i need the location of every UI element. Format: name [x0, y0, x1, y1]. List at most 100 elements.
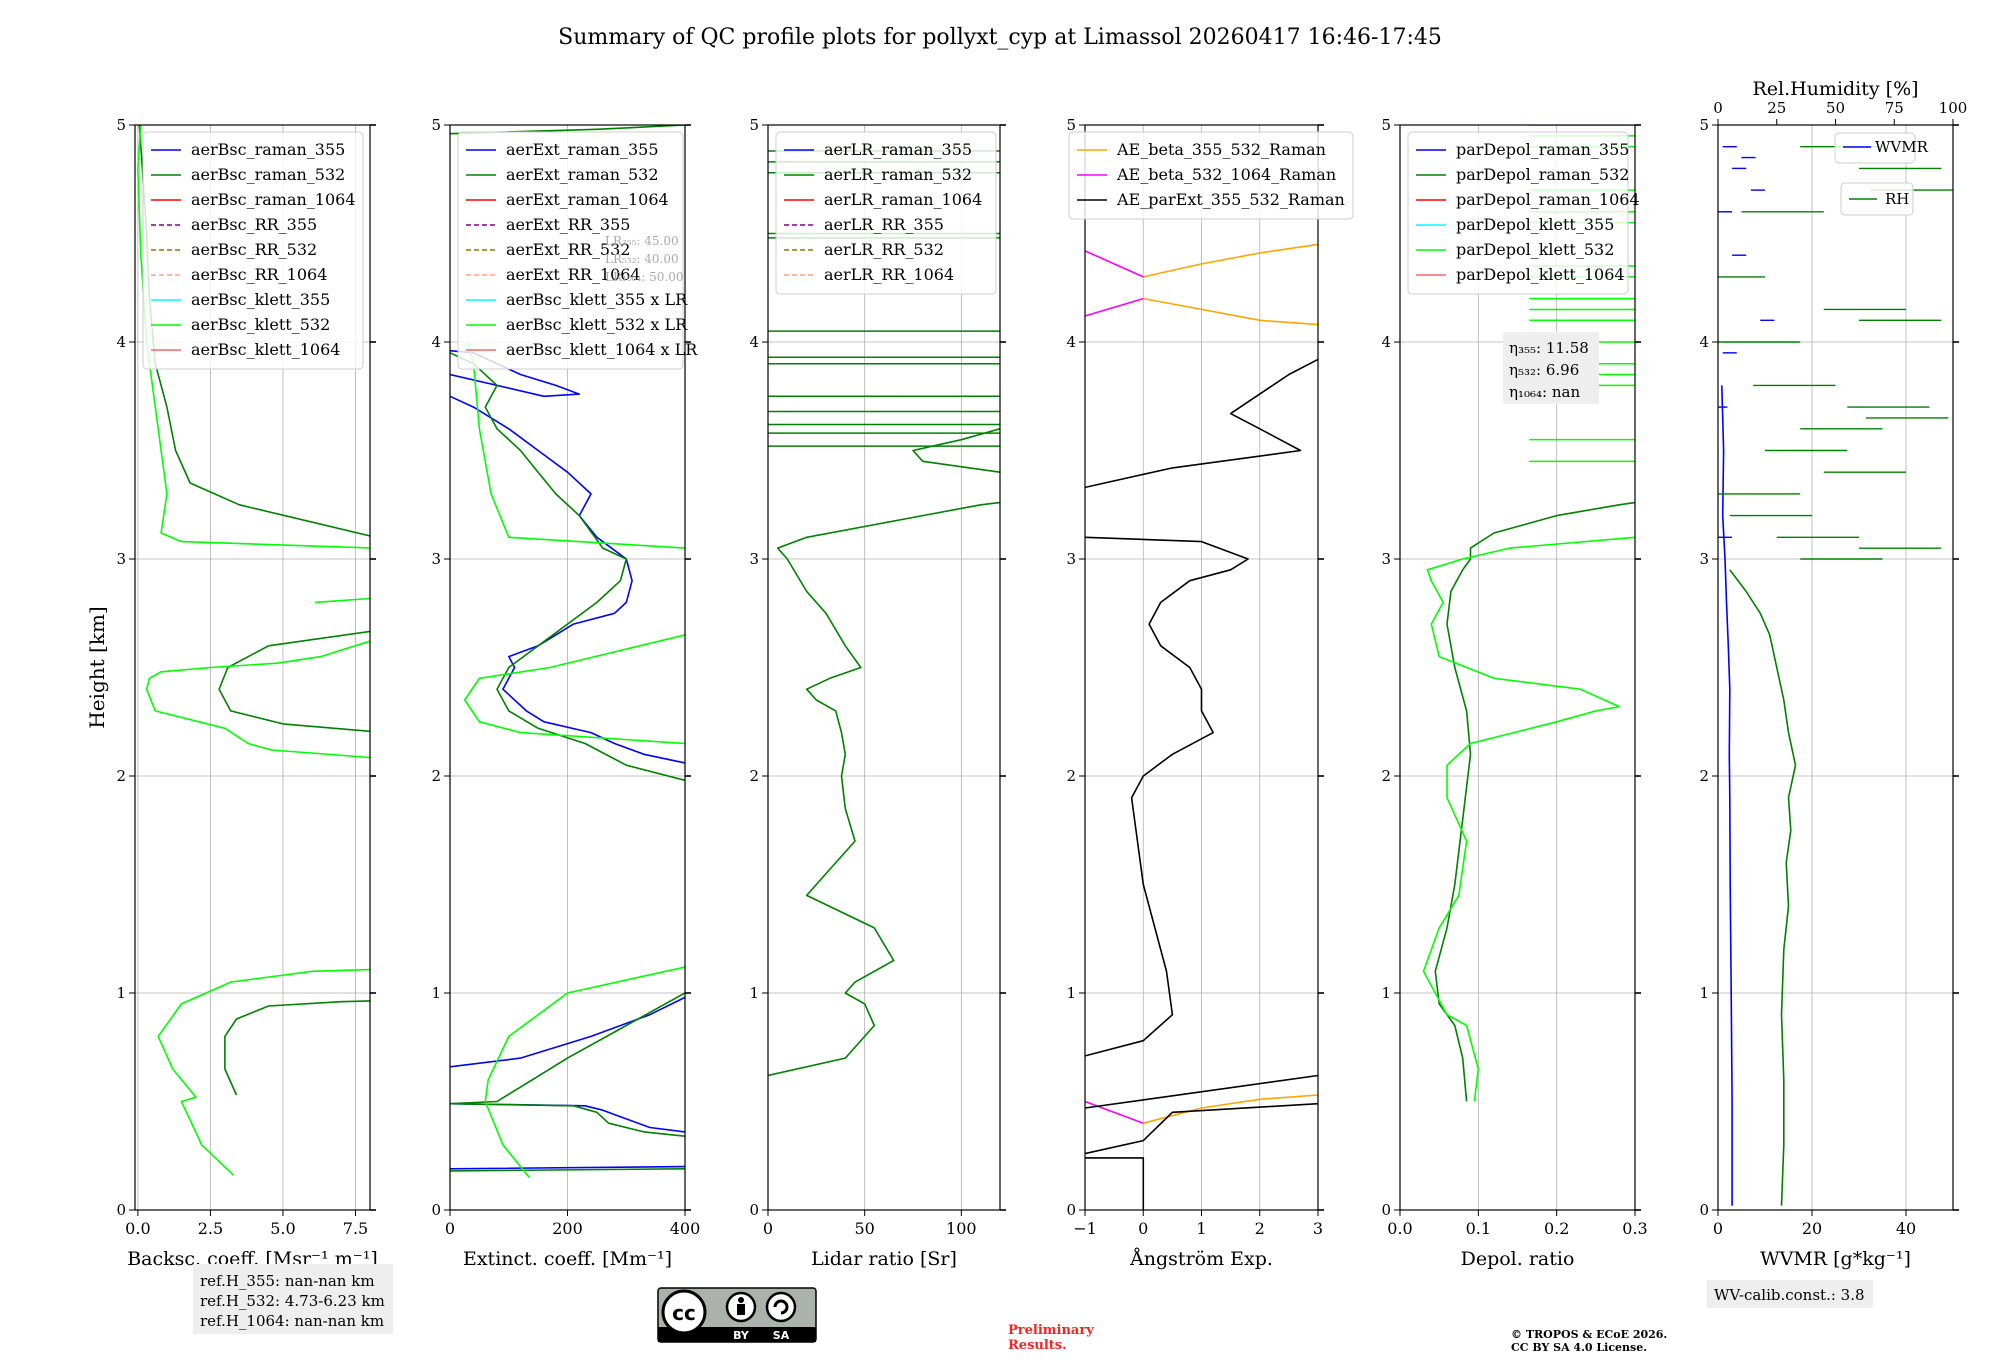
legend-label: aerLR_raman_1064 — [824, 190, 982, 209]
y-tick-label: 2 — [749, 767, 759, 785]
y-tick-label: 5 — [749, 116, 759, 134]
preliminary-line1: Preliminary — [1008, 1323, 1094, 1338]
legend-label: aerBsc_klett_355 — [191, 290, 330, 309]
y-tick-label: 1 — [1381, 984, 1391, 1002]
legend-box — [1834, 132, 1916, 164]
y-tick-label: 3 — [749, 550, 759, 568]
license-by-label: BY — [733, 1329, 750, 1342]
x-tick-label: 0.3 — [1622, 1219, 1647, 1238]
axes-frame — [134, 124, 371, 1211]
legend-label: aerBsc_klett_1064 x LR — [506, 340, 698, 359]
y-tick-label: 2 — [1381, 767, 1391, 785]
ref-height-1064: ref.H_1064: nan-nan km — [200, 1312, 384, 1330]
legend-label: aerLR_raman_532 — [824, 165, 972, 184]
legend-label: aerBsc_RR_1064 — [191, 265, 327, 284]
x-tick-label: 0 — [445, 1219, 455, 1238]
y-tick-label: 1 — [1699, 984, 1709, 1002]
cc-icon — [661, 1289, 707, 1335]
legend-label: aerBsc_klett_532 x LR — [506, 315, 688, 334]
license-sa-label: SA — [773, 1329, 790, 1342]
x-tick-label: 0.1 — [1466, 1219, 1491, 1238]
legend-label: AE_beta_532_1064_Raman — [1116, 165, 1336, 184]
top-x-tick-label: 100 — [1939, 99, 1968, 117]
y-tick-label: 3 — [1381, 550, 1391, 568]
wv-calib-text: WV-calib.const.: 3.8 — [1714, 1286, 1865, 1304]
top-x-tick-label: 0 — [1713, 99, 1723, 117]
legend-label: parDepol_klett_355 — [1456, 215, 1614, 234]
panel-extinction: 0 200 400 0 1 2 3 4 5 Extinct. coeff. [Mm⁻¹] aerEx… — [431, 116, 700, 1270]
x-axis-label: Extinct. coeff. [Mm⁻¹] — [463, 1248, 672, 1270]
legend-label: aerLR_raman_355 — [824, 140, 972, 159]
ref-height-355: ref.H_355: nan-nan km — [200, 1272, 375, 1290]
y-tick-label: 4 — [1381, 333, 1391, 351]
x-tick-label: 7.5 — [343, 1219, 368, 1238]
legend-label: aerLR_RR_1064 — [824, 265, 954, 284]
x-tick-label: 100 — [946, 1219, 977, 1238]
x-tick-label: 0.0 — [125, 1219, 150, 1238]
legend-label: aerLR_RR_532 — [824, 240, 944, 259]
y-tick-label: 0 — [431, 1201, 441, 1219]
y-tick-label: 4 — [1066, 333, 1076, 351]
y-tick-label: 4 — [1699, 333, 1709, 351]
series-aerExt_raman_355 — [450, 349, 685, 1170]
legend-box — [1407, 131, 1629, 295]
copyright-line1: © TROPOS & ECoE 2026. — [1511, 1328, 1667, 1341]
x-axis-label: WVMR [g*kg⁻¹] — [1760, 1248, 1911, 1270]
x-tick-label: 40 — [1896, 1219, 1916, 1238]
y-tick-label: 5 — [1699, 116, 1709, 134]
axes-frame — [1399, 124, 1636, 1211]
legend-label: aerBsc_klett_532 — [191, 315, 330, 334]
legend-box — [142, 131, 364, 370]
x-axis-label: Ångström Exp. — [1129, 1248, 1273, 1270]
plot-area — [1718, 145, 1953, 1206]
x-tick-label: 20 — [1802, 1219, 1822, 1238]
y-tick-label: 4 — [749, 333, 759, 351]
series-parDepol_raman_532 — [1434, 501, 1635, 1102]
legend-label: WVMR — [1875, 138, 1929, 156]
ref-height-532: ref.H_532: 4.73-6.23 km — [200, 1292, 385, 1310]
legend-label: aerExt_RR_532 — [506, 240, 630, 259]
y-tick-label: 3 — [1699, 550, 1709, 568]
copyright-line2: CC BY SA 4.0 License. — [1511, 1341, 1647, 1354]
series-parDepol_klett_532 — [1422, 536, 1635, 1102]
series-aerBsc_klett_532 x LR — [463, 341, 685, 1179]
y-tick-label: 3 — [1066, 550, 1076, 568]
y-tick-label: 4 — [116, 333, 126, 351]
axes-frame — [767, 124, 1001, 1211]
legend-box — [1068, 131, 1354, 220]
cc-license-badge: cc BY SA — [657, 1287, 817, 1343]
eta-annotation: η₅₃₂: 6.96 — [1509, 361, 1579, 379]
top-x-tick-label: 25 — [1767, 99, 1786, 117]
y-tick-label: 2 — [1066, 767, 1076, 785]
legend-label: aerBsc_raman_355 — [191, 140, 345, 159]
y-tick-label: 1 — [1066, 984, 1076, 1002]
series-aerLR_raman_532 — [768, 428, 1000, 1077]
y-axis-label: Height [km] — [85, 606, 109, 728]
x-tick-label: 400 — [670, 1219, 701, 1238]
x-axis-label: Depol. ratio — [1461, 1248, 1575, 1270]
legend-label: aerBsc_raman_532 — [191, 165, 345, 184]
series-aerExt_raman_532 — [450, 125, 685, 1172]
eta-annotation: η₁₀₆₄: nan — [1509, 383, 1580, 401]
y-tick-label: 2 — [1699, 767, 1709, 785]
eta-annotation: η₃₅₅: 11.58 — [1509, 339, 1589, 357]
y-tick-label: 3 — [116, 550, 126, 568]
plot-area — [1085, 243, 1318, 1210]
lr-annotation: LR₁₀₆₄: 50.00 — [605, 270, 683, 284]
legend-label: aerBsc_klett_1064 — [191, 340, 340, 359]
x-tick-label: 0 — [1138, 1219, 1148, 1238]
y-tick-label: 5 — [1066, 116, 1076, 134]
axes-frame — [1717, 124, 1954, 1211]
legend-label: aerBsc_RR_355 — [191, 215, 317, 234]
legend-label: aerExt_raman_1064 — [506, 190, 669, 209]
y-tick-label: 5 — [1381, 116, 1391, 134]
figure-title: Summary of QC profile plots for pollyxt_… — [558, 25, 1442, 50]
y-tick-label: 0 — [1699, 1201, 1709, 1219]
top-x-tick-label: 75 — [1885, 99, 1904, 117]
legend-box — [457, 131, 684, 370]
svg-text:cc: cc — [672, 1301, 696, 1325]
x-tick-label: 0.0 — [1387, 1219, 1412, 1238]
legend-label: parDepol_klett_1064 — [1456, 265, 1625, 284]
